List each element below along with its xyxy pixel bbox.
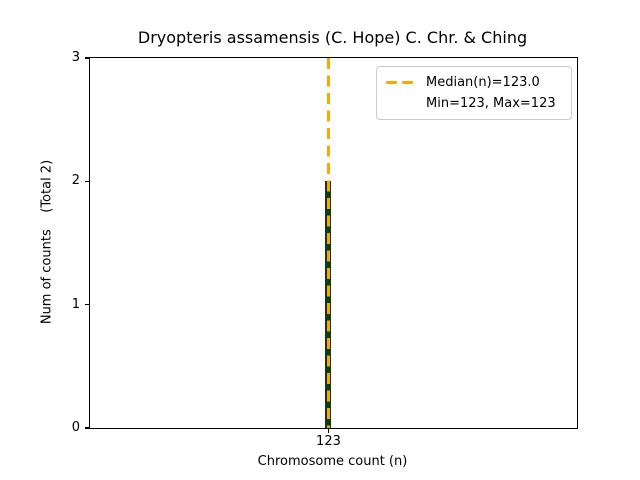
legend-median-label: Median(n)=123.0 bbox=[426, 75, 540, 90]
legend: Median(n)=123.0 Min=123, Max=123 bbox=[376, 66, 572, 120]
y-tick-mark bbox=[85, 180, 89, 182]
x-axis-title: Chromosome count (n) bbox=[257, 454, 408, 469]
legend-row-minmax: Min=123, Max=123 bbox=[386, 93, 564, 114]
x-tick-label: 123 bbox=[316, 434, 341, 449]
y-tick-mark bbox=[85, 427, 89, 429]
legend-dash-icon bbox=[402, 81, 413, 84]
y-tick-label: 3 bbox=[71, 50, 80, 65]
y-tick-label: 1 bbox=[71, 296, 80, 312]
y-tick-label: 2 bbox=[71, 173, 80, 189]
y-tick-label: 0 bbox=[71, 420, 80, 435]
legend-dash-icon bbox=[386, 81, 397, 84]
legend-minmax-label: Min=123, Max=123 bbox=[426, 96, 556, 111]
median-dashed-line-swatch bbox=[386, 81, 416, 84]
y-tick-mark bbox=[85, 57, 89, 59]
chart-title: Dryopteris assamensis (C. Hope) C. Chr. … bbox=[137, 28, 528, 47]
y-tick-mark bbox=[85, 304, 89, 306]
legend-row-median: Median(n)=123.0 bbox=[386, 72, 564, 93]
x-tick-mark bbox=[327, 429, 330, 433]
median-line bbox=[326, 58, 330, 428]
